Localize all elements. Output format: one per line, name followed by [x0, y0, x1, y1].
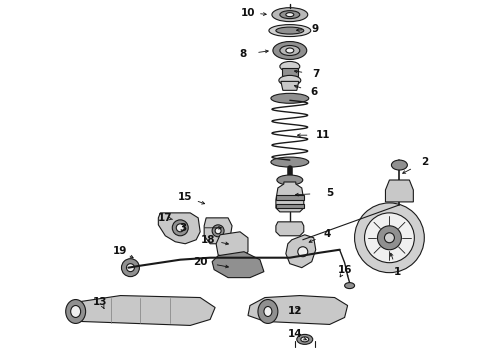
Text: 8: 8 — [240, 49, 246, 59]
Ellipse shape — [71, 306, 81, 318]
Ellipse shape — [122, 259, 140, 276]
Polygon shape — [216, 232, 248, 260]
Ellipse shape — [279, 75, 301, 85]
Ellipse shape — [273, 41, 307, 59]
Polygon shape — [204, 218, 232, 244]
Ellipse shape — [344, 283, 355, 289]
Polygon shape — [276, 204, 304, 208]
Text: 14: 14 — [288, 329, 302, 339]
Polygon shape — [276, 195, 304, 200]
Text: 13: 13 — [93, 297, 108, 306]
Text: 5: 5 — [326, 188, 333, 198]
Polygon shape — [248, 296, 347, 324]
Text: 7: 7 — [312, 69, 319, 80]
Ellipse shape — [280, 45, 300, 55]
Ellipse shape — [269, 24, 311, 37]
Polygon shape — [286, 235, 316, 268]
Text: 19: 19 — [113, 246, 128, 256]
Ellipse shape — [286, 13, 294, 17]
Ellipse shape — [271, 93, 309, 103]
Polygon shape — [276, 182, 304, 212]
Ellipse shape — [212, 225, 224, 237]
Polygon shape — [276, 222, 304, 236]
Text: 4: 4 — [324, 229, 331, 239]
Ellipse shape — [126, 264, 134, 272]
Ellipse shape — [385, 233, 394, 243]
Text: 3: 3 — [180, 223, 187, 233]
Ellipse shape — [365, 213, 415, 263]
Ellipse shape — [280, 62, 300, 71]
Ellipse shape — [301, 337, 309, 342]
Ellipse shape — [258, 300, 278, 323]
Text: 20: 20 — [193, 257, 207, 267]
Text: 10: 10 — [241, 8, 255, 18]
Ellipse shape — [277, 175, 303, 185]
Ellipse shape — [172, 220, 188, 236]
Ellipse shape — [392, 160, 407, 170]
Polygon shape — [281, 81, 299, 90]
Text: 16: 16 — [337, 265, 352, 275]
Text: 1: 1 — [394, 267, 401, 276]
Ellipse shape — [176, 224, 184, 232]
Ellipse shape — [271, 157, 309, 167]
Text: 15: 15 — [178, 192, 193, 202]
Ellipse shape — [280, 11, 300, 19]
Ellipse shape — [215, 228, 221, 234]
Text: 9: 9 — [311, 24, 318, 33]
Ellipse shape — [377, 226, 401, 250]
Text: 6: 6 — [310, 87, 318, 97]
Text: 18: 18 — [201, 235, 216, 245]
Text: 11: 11 — [316, 130, 330, 140]
Ellipse shape — [276, 27, 304, 34]
Ellipse shape — [297, 334, 313, 345]
Ellipse shape — [298, 247, 308, 257]
Polygon shape — [69, 296, 215, 325]
Ellipse shape — [264, 306, 272, 316]
Ellipse shape — [286, 48, 294, 53]
Text: 12: 12 — [288, 306, 302, 316]
Text: 17: 17 — [158, 213, 172, 223]
Polygon shape — [212, 252, 264, 278]
Ellipse shape — [272, 8, 308, 22]
Ellipse shape — [66, 300, 86, 323]
Polygon shape — [386, 180, 414, 202]
Ellipse shape — [355, 203, 424, 273]
Polygon shape — [282, 68, 298, 76]
Polygon shape — [158, 213, 200, 244]
Text: 2: 2 — [421, 157, 428, 167]
